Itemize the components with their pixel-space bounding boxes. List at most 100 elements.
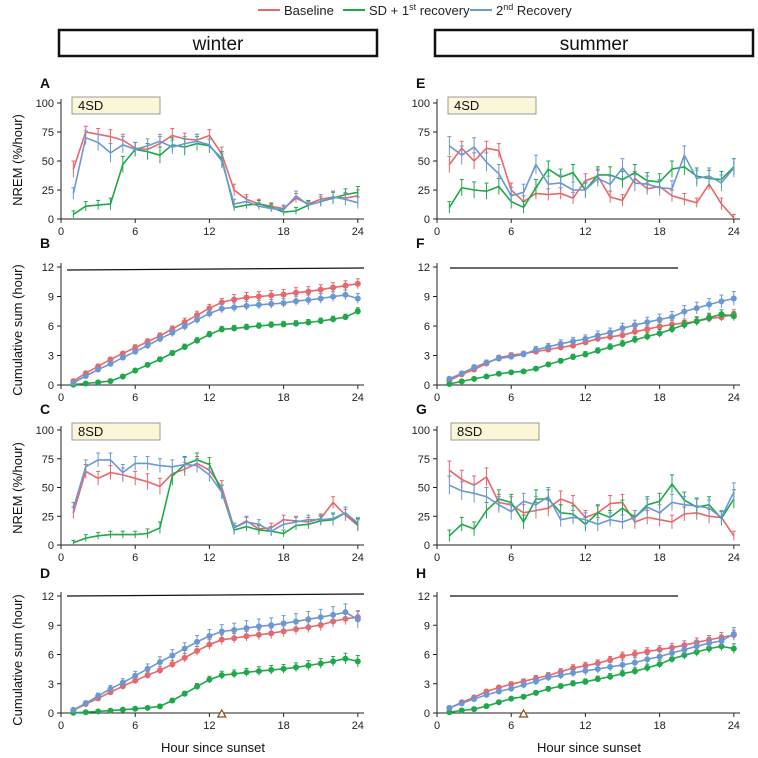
series-rec2-d: [70, 603, 361, 713]
ytick-label-d-3: 9: [48, 620, 54, 632]
point-rec2-d-20: [317, 614, 324, 621]
tag-box-a: [71, 96, 161, 115]
point-sd-f-10: [570, 353, 577, 360]
panel-a: A 0 25 50 75 100 0 6 12 18 24 4SD: [36, 75, 364, 238]
point-sd-d-1: [82, 709, 89, 716]
line-baseline-a: [72, 131, 358, 210]
xtick-label-c-2: 12: [203, 552, 215, 564]
point-rec2-h-21: [706, 640, 713, 647]
xtick-label-d-2: 12: [203, 720, 215, 732]
xtick-label-g-4: 24: [728, 552, 740, 564]
xtick-label-b-4: 24: [352, 392, 364, 404]
point-rec2-d-0: [70, 706, 77, 713]
point-rec2-h-17: [656, 653, 663, 660]
point-sd-d-4: [119, 706, 126, 713]
legend-rec2-tail: Recovery: [513, 3, 572, 18]
summer-header-box: [433, 28, 755, 58]
point-rec2-d-21: [330, 611, 337, 618]
legend-sd-main: SD + 1: [369, 3, 409, 18]
ytick-label-c-2: 50: [42, 483, 54, 495]
point-rec2-f-9: [557, 340, 564, 347]
point-baseline-d-11: [206, 641, 213, 648]
point-sd-d-13: [231, 670, 238, 677]
xtick-label-a-1: 6: [132, 226, 138, 238]
arrow-marker-d: [216, 708, 227, 718]
point-sd-b-16: [268, 321, 275, 328]
point-rec2-b-23: [354, 295, 361, 302]
ytick-label-a-0: 0: [48, 214, 54, 226]
arrow-marker-h: [518, 708, 529, 718]
point-sd-d-10: [194, 683, 201, 690]
point-baseline-h-15: [631, 651, 638, 658]
point-rec2-b-12: [218, 305, 225, 312]
point-baseline-f-10: [570, 342, 577, 349]
point-rec2-d-5: [132, 672, 139, 679]
series-baseline-f: [446, 309, 737, 384]
point-rec2-f-16: [644, 319, 651, 326]
point-rec2-f-19: [681, 308, 688, 315]
reference-line-b: [66, 267, 365, 271]
ytick-label-g-4: 100: [412, 425, 430, 437]
point-rec2-f-14: [619, 325, 626, 332]
ytick-label-f-3: 9: [424, 292, 430, 304]
point-baseline-d-16: [268, 630, 275, 637]
xtick-label-b-3: 18: [277, 392, 289, 404]
point-sd-h-4: [495, 699, 502, 706]
xlabel-summer: Hour since sunset: [537, 740, 641, 755]
xtick-label-b-2: 12: [203, 392, 215, 404]
ytick-label-d-2: 6: [48, 650, 54, 662]
point-rec2-d-2: [95, 693, 102, 700]
xtick-label-h-2: 12: [579, 720, 591, 732]
line-rec2-g: [449, 484, 735, 526]
point-rec2-d-10: [194, 638, 201, 645]
point-rec2-h-16: [644, 656, 651, 663]
ylabel-a: NREM (%/hour): [10, 114, 25, 206]
point-rec2-h-2: [471, 695, 478, 702]
point-baseline-f-14: [619, 332, 626, 339]
xtick-label-h-4: 24: [728, 720, 740, 732]
point-rec2-f-17: [656, 316, 663, 323]
point-sd-b-9: [181, 344, 188, 351]
point-sd-d-16: [268, 666, 275, 673]
line-sd-e: [448, 165, 735, 209]
point-sd-d-12: [218, 672, 225, 679]
point-sd-b-19: [305, 319, 312, 326]
xtick-label-b-0: 0: [58, 392, 64, 404]
line-rec2-b: [73, 294, 359, 384]
ytick-label-g-2: 50: [418, 483, 430, 495]
panel-b: B 0 3 6 9 12 0 6 12 18 24: [40, 235, 365, 404]
point-sd-d-7: [156, 703, 163, 710]
winter-header-box: [57, 28, 379, 58]
point-baseline-f-17: [656, 323, 663, 330]
point-rec2-f-11: [582, 335, 589, 342]
point-rec2-h-13: [607, 663, 614, 670]
xtick-label-c-0: 0: [58, 552, 64, 564]
point-rec2-d-6: [144, 665, 151, 672]
point-baseline-h-11: [582, 662, 589, 669]
legend-rec2-sup: nd: [503, 2, 513, 12]
point-sd-d-3: [107, 707, 114, 714]
point-sd-f-21: [706, 314, 713, 321]
point-rec2-d-4: [119, 679, 126, 686]
ylabel-d: Cumulative sum (hour): [10, 594, 25, 726]
series-sd-h: [446, 641, 737, 716]
ytick-label-d-1: 3: [48, 679, 54, 691]
panel-letter-d: D: [40, 565, 50, 581]
series-baseline-a: [71, 125, 360, 213]
xtick-label-e-2: 12: [579, 226, 591, 238]
point-rec2-f-10: [570, 338, 577, 345]
tag-box-c: [71, 422, 161, 441]
series-rec2-e: [447, 136, 736, 204]
xtick-label-f-1: 6: [508, 392, 514, 404]
ytick-label-b-3: 9: [48, 292, 54, 304]
point-sd-b-12: [218, 326, 225, 333]
point-rec2-b-8: [169, 329, 176, 336]
point-rec2-d-22: [342, 609, 349, 616]
point-sd-b-14: [243, 324, 250, 331]
point-rec2-d-23: [354, 616, 361, 623]
point-baseline-d-13: [231, 635, 238, 642]
point-baseline-b-23: [354, 280, 361, 287]
series-baseline-g: [447, 460, 736, 541]
panel-letter-g: G: [416, 401, 427, 417]
series-baseline-d: [70, 610, 361, 714]
